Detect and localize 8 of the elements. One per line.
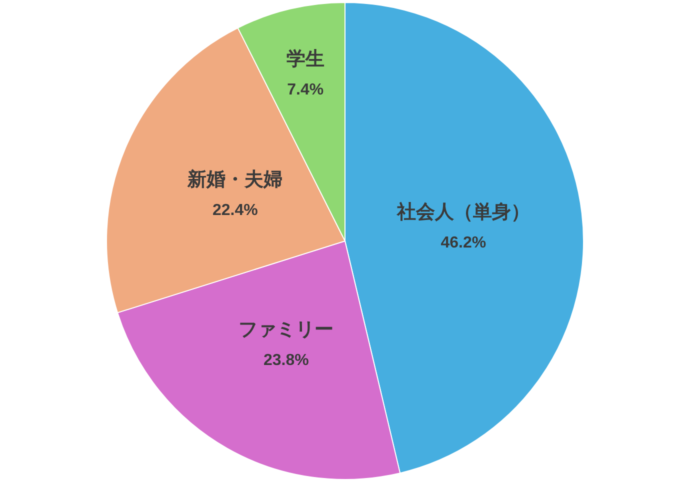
data-label: 23.8% <box>263 352 309 370</box>
data-label: 46.2% <box>440 234 486 252</box>
slice-label: 新婚・夫婦 <box>186 168 283 191</box>
data-label: 22.4% <box>212 202 258 219</box>
data-label: 7.4% <box>287 81 324 98</box>
slice-label: ファミリー <box>238 318 334 341</box>
slice-label: 社会人（単身） <box>396 201 530 224</box>
slice-label: 学生 <box>286 48 324 70</box>
